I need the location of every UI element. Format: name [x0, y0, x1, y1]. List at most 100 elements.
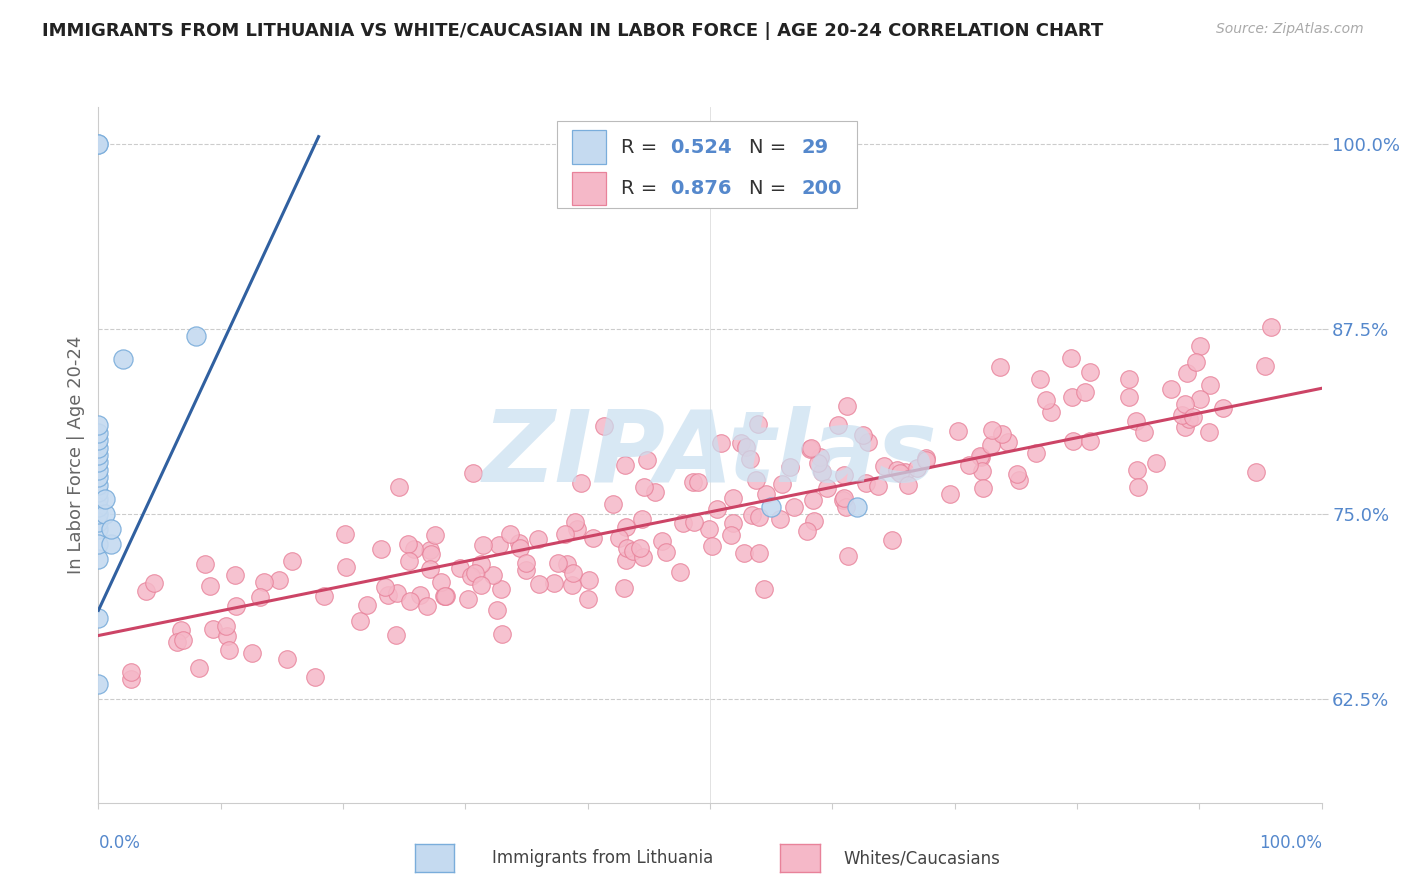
Point	[748, 510, 770, 524]
Point	[399, 594, 422, 608]
Point	[578, 573, 600, 587]
Point	[419, 547, 441, 561]
Point	[87, 136, 110, 151]
Point	[855, 476, 877, 491]
Point	[980, 423, 1002, 437]
Point	[616, 541, 638, 555]
Point	[1174, 396, 1197, 410]
Point	[1185, 354, 1208, 368]
Point	[808, 450, 831, 465]
Point	[93, 507, 115, 521]
Point	[377, 588, 399, 602]
Point	[720, 528, 742, 542]
Point	[779, 460, 801, 475]
Point	[1025, 446, 1047, 460]
Text: R =: R =	[620, 179, 664, 198]
Point	[1246, 466, 1268, 480]
Point	[415, 599, 437, 613]
Point	[835, 500, 858, 514]
Point	[120, 673, 142, 687]
Point	[837, 549, 859, 564]
Point	[87, 433, 110, 447]
Point	[882, 533, 904, 547]
Point	[827, 417, 849, 432]
Text: 100.0%: 100.0%	[1258, 834, 1322, 852]
Point	[886, 463, 908, 477]
Point	[969, 449, 991, 463]
Point	[613, 582, 636, 596]
Bar	[572, 172, 606, 205]
Point	[186, 329, 208, 343]
Point	[215, 618, 238, 632]
Point	[602, 497, 624, 511]
Point	[682, 515, 704, 529]
Point	[1170, 408, 1192, 422]
Point	[946, 424, 969, 438]
Point	[1080, 365, 1102, 379]
Point	[735, 440, 758, 454]
Point	[621, 544, 644, 558]
Point	[509, 541, 531, 556]
Point	[806, 456, 828, 470]
Point	[576, 592, 599, 607]
Point	[835, 399, 858, 413]
Point	[471, 538, 494, 552]
Point	[1260, 320, 1282, 334]
Point	[733, 546, 755, 560]
Point	[907, 460, 929, 475]
Point	[832, 491, 855, 505]
Point	[1039, 404, 1062, 418]
Point	[990, 427, 1012, 442]
Point	[188, 660, 211, 674]
Point	[433, 589, 456, 603]
Point	[404, 541, 426, 556]
Point	[87, 500, 110, 514]
Point	[489, 582, 512, 597]
Point	[769, 512, 792, 526]
Point	[430, 574, 453, 589]
Point	[957, 458, 980, 472]
Point	[972, 481, 994, 495]
Point	[997, 434, 1019, 449]
Point	[93, 492, 115, 507]
Text: R =: R =	[620, 137, 664, 157]
Point	[554, 526, 576, 541]
Point	[87, 522, 110, 536]
Point	[135, 583, 157, 598]
Text: 0.524: 0.524	[669, 137, 731, 157]
Point	[754, 582, 776, 597]
Point	[335, 560, 357, 574]
Point	[754, 487, 776, 501]
Point	[87, 470, 110, 484]
Point	[312, 589, 335, 603]
Point	[1174, 420, 1197, 434]
Point	[304, 670, 326, 684]
Point	[866, 479, 889, 493]
Point	[1062, 390, 1084, 404]
Point	[194, 558, 217, 572]
Point	[449, 561, 471, 575]
Point	[682, 475, 704, 490]
Point	[730, 436, 752, 450]
Point	[87, 477, 110, 491]
Point	[486, 603, 509, 617]
Point	[249, 590, 271, 604]
Point	[740, 451, 762, 466]
Point	[582, 531, 605, 545]
Point	[1080, 434, 1102, 448]
Point	[1060, 351, 1083, 366]
Y-axis label: In Labor Force | Age 20-24: In Labor Force | Age 20-24	[66, 335, 84, 574]
Point	[706, 502, 728, 516]
Point	[834, 468, 856, 483]
Point	[561, 578, 583, 592]
Point	[172, 632, 194, 647]
Point	[1005, 467, 1028, 482]
Point	[845, 500, 868, 514]
Text: 29: 29	[801, 137, 830, 157]
Point	[697, 522, 720, 536]
Point	[1074, 384, 1097, 399]
Point	[224, 568, 246, 582]
Point	[87, 677, 110, 691]
Bar	[572, 130, 606, 164]
Point	[1029, 372, 1052, 386]
